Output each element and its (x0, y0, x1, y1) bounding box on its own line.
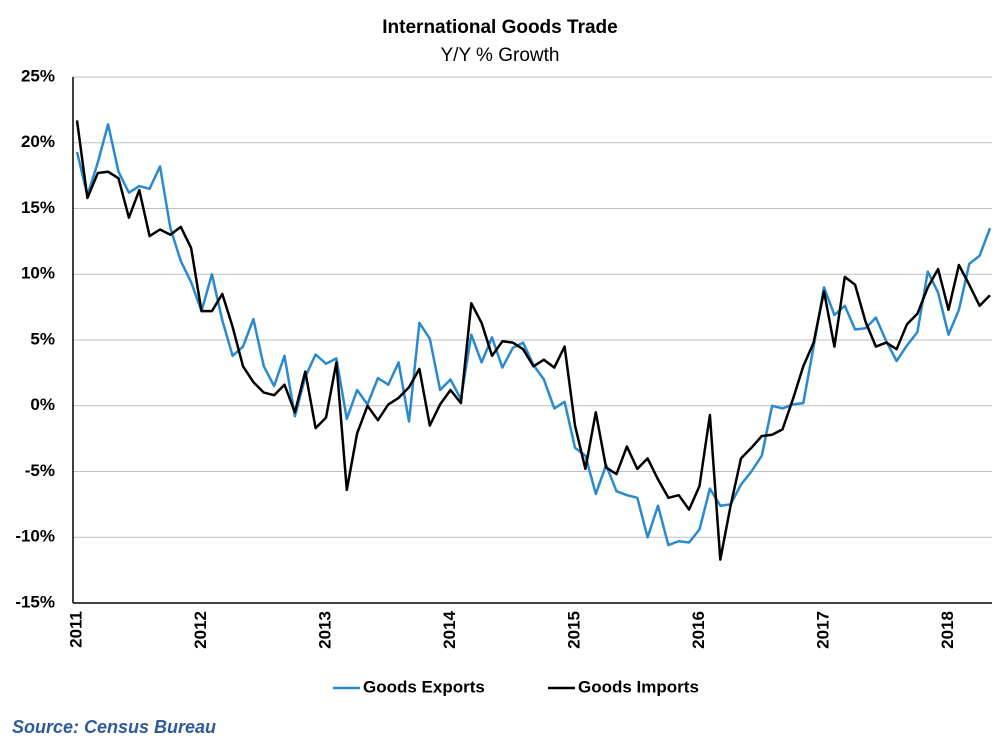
x-tick-label: 2016 (689, 611, 708, 649)
series-line (75, 120, 991, 561)
x-tick-label: 2018 (938, 611, 957, 649)
legend-label: Goods Exports (363, 677, 485, 696)
y-tick-label: -10% (15, 527, 55, 546)
source-note: Source: Census Bureau (12, 717, 216, 737)
y-tick-label: 20% (21, 132, 55, 151)
y-tick-label: 10% (21, 264, 55, 283)
y-tick-label: 25% (21, 66, 55, 85)
x-tick-label: 2017 (813, 611, 832, 649)
y-tick-label: -5% (25, 461, 55, 480)
x-tick-label: 2011 (66, 611, 85, 648)
x-tick-label: 2012 (191, 611, 210, 649)
chart-subtitle: Y/Y % Growth (441, 45, 560, 66)
chart-title: International Goods Trade (382, 17, 617, 38)
x-tick-label: 2014 (440, 610, 459, 648)
y-tick-label: 0% (30, 395, 55, 414)
y-tick-label: -15% (15, 592, 55, 611)
y-tick-label: 5% (30, 329, 55, 348)
x-tick-label: 2013 (315, 611, 334, 649)
legend-label: Goods Imports (578, 677, 699, 696)
y-tick-label: 15% (21, 198, 55, 217)
x-tick-label: 2015 (564, 611, 583, 649)
series-line (75, 123, 992, 547)
